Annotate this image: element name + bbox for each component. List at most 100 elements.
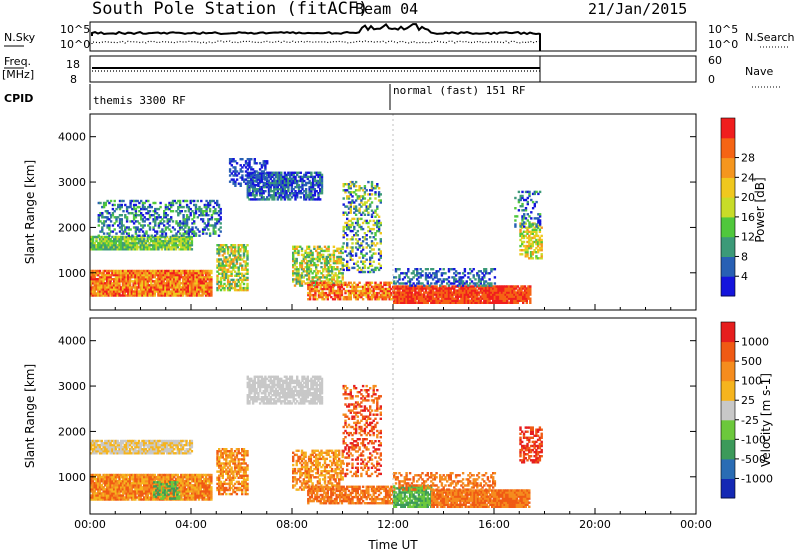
heatmap-cell (234, 172, 237, 175)
heatmap-cell (190, 284, 194, 287)
heatmap-cell (189, 237, 192, 241)
heatmap-cell (363, 209, 367, 212)
heatmap-cell (271, 181, 274, 185)
heatmap-cell (184, 199, 187, 203)
heatmap-cell (170, 203, 173, 207)
heatmap-cell (307, 281, 310, 284)
heatmap-cell (477, 284, 481, 287)
heatmap-cell (396, 291, 399, 294)
heatmap-cell (155, 244, 158, 247)
heatmap-cell (307, 255, 311, 259)
heatmap-cell (307, 259, 311, 263)
heatmap-cell (460, 299, 463, 302)
heatmap-cell (426, 285, 429, 288)
heatmap-cell (384, 293, 388, 297)
heatmap-cell (537, 217, 540, 220)
heatmap-cell (124, 226, 127, 229)
heatmap-cell (325, 255, 328, 259)
heatmap-cell (454, 285, 458, 288)
heatmap-cell (414, 295, 417, 298)
heatmap-cell (479, 299, 482, 302)
heatmap-cell (300, 274, 304, 277)
heatmap-cell (304, 198, 308, 201)
heatmap-cell (176, 284, 179, 287)
heatmap-cell (250, 192, 253, 195)
heatmap-cell (502, 289, 505, 292)
heatmap-cell (453, 282, 456, 285)
heatmap-cell (169, 273, 172, 277)
heatmap-cell (504, 293, 507, 296)
heatmap-cell (262, 162, 265, 165)
heatmap-cell (257, 188, 260, 191)
heatmap-cell (176, 237, 179, 241)
heatmap-cell (527, 289, 530, 292)
heatmap-cell (342, 283, 345, 287)
heatmap-cell (98, 269, 102, 273)
heatmap-cell (460, 293, 463, 296)
heatmap-cell (283, 192, 287, 195)
heatmap-cell (204, 286, 208, 289)
heatmap-cell (207, 220, 210, 223)
heatmap-cell (444, 301, 447, 304)
heatmap-cell (526, 255, 529, 258)
heatmap-cell (193, 220, 196, 223)
heatmap-cell (166, 235, 169, 239)
heatmap-cell (302, 270, 305, 273)
heatmap-cell (495, 289, 498, 292)
heatmap-cell (241, 176, 244, 179)
heatmap-cell (98, 290, 102, 293)
heatmap-cell (308, 298, 312, 301)
heatmap-cell (201, 214, 205, 217)
heatmap-cell (234, 170, 237, 173)
heatmap-cell (107, 490, 111, 493)
heatmap-cell (246, 188, 249, 191)
heatmap-cell (500, 285, 504, 288)
heatmap-cell (104, 201, 107, 205)
heatmap-cell (349, 229, 352, 233)
heatmap-cell (493, 289, 497, 292)
heatmap-cell (183, 271, 187, 275)
heatmap-cell (105, 488, 109, 491)
heatmap-cell (410, 284, 414, 287)
heatmap-cell (242, 274, 246, 277)
heatmap-cell (339, 287, 342, 291)
heatmap-cell (477, 276, 481, 279)
heatmap-cell (246, 190, 249, 193)
heatmap-cell (208, 224, 212, 227)
heatmap-cell (166, 220, 169, 223)
heatmap-cell (123, 284, 126, 287)
heatmap-cell (306, 266, 309, 269)
heatmap-cell (125, 205, 129, 209)
heatmap-cell (176, 244, 179, 247)
heatmap-cell (360, 250, 363, 253)
heatmap-cell (158, 271, 162, 275)
heatmap-cell (346, 246, 349, 249)
heatmap-cell (141, 230, 145, 233)
heatmap-cell (167, 248, 171, 251)
heatmap-cell (136, 228, 139, 231)
heatmap-cell (481, 291, 484, 294)
heatmap-cell (127, 286, 130, 289)
heatmap-cell (403, 293, 406, 296)
heatmap-cell (100, 273, 103, 277)
heatmap-cell (109, 244, 112, 247)
heatmap-cell (535, 228, 538, 231)
heatmap-cell (353, 289, 356, 293)
heatmap-cell (346, 242, 349, 245)
heatmap-cell (161, 228, 164, 231)
heatmap-cell (219, 226, 222, 229)
heatmap-cell (164, 290, 167, 293)
freq-panel: Freq. [MHz] 18 8 60 0 Nave (2, 54, 780, 88)
heatmap-cell (518, 297, 521, 300)
heatmap-cell (166, 278, 169, 281)
heatmap-cell (292, 266, 295, 269)
heatmap-cell (334, 280, 337, 283)
heatmap-cell (101, 216, 104, 219)
heatmap-cell (260, 196, 264, 199)
heatmap-cell (246, 176, 249, 179)
heatmap-cell (251, 185, 255, 189)
heatmap-cell (488, 278, 491, 281)
heatmap-cell (187, 286, 190, 289)
heatmap-cell (439, 289, 442, 292)
